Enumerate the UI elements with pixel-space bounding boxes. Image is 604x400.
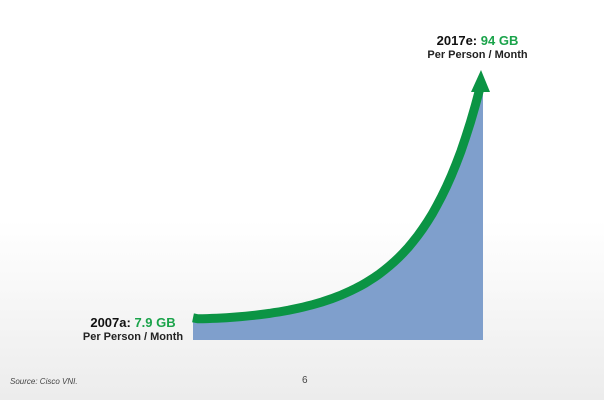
end-value: 94 GB (480, 33, 519, 48)
source-note: Source: Cisco VNI. (10, 377, 78, 386)
end-unit: Per Person / Month (427, 49, 528, 61)
start-year: 2007a: (90, 315, 131, 330)
growth-curve (192, 86, 485, 324)
start-value: 7.9 GB (134, 315, 176, 330)
end-data-label: 2017e: 94 GB Per Person / Month (420, 33, 535, 61)
area-fill (193, 88, 483, 340)
start-unit: Per Person / Month (82, 331, 184, 343)
end-year: 2017e: (436, 33, 478, 48)
page-number: 6 (302, 375, 308, 386)
arrow-head-icon (471, 70, 490, 92)
start-data-label: 2007a: 7.9 GB Per Person / Month (78, 315, 188, 343)
